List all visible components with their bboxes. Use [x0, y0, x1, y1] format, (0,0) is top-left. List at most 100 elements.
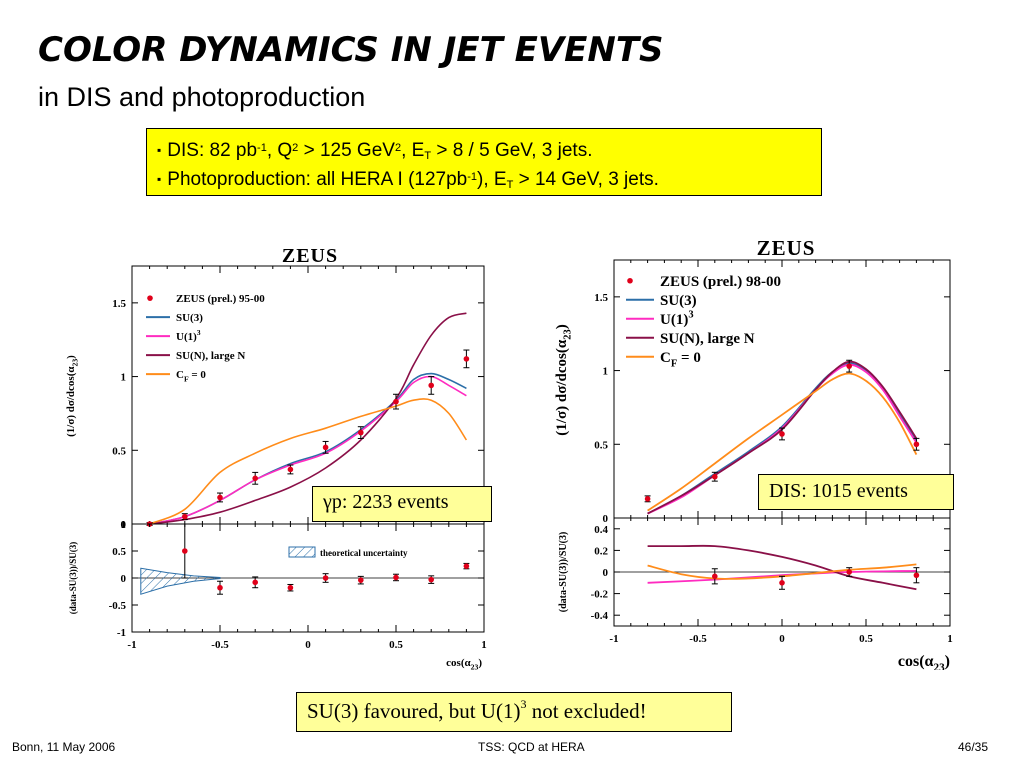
y-tick-label: 0 — [121, 573, 127, 585]
y-tick-label: 0 — [121, 519, 127, 531]
data-point — [322, 575, 329, 581]
uncertainty-band — [140, 567, 221, 595]
dis-selection-line: ▪ DIS: 82 pb-1, Q2 > 125 GeV2, ET > 8 / 5… — [157, 137, 821, 166]
y-tick-label: -1 — [117, 627, 126, 639]
selection-info-box: ▪ DIS: 82 pb-1, Q2 > 125 GeV2, ET > 8 / 5… — [146, 128, 822, 196]
conclusion-text: SU(3) favoured, but U(1) — [307, 699, 521, 723]
dis-top-panel: 0 0.5 1 1.5 — [594, 259, 951, 525]
data-point — [846, 569, 852, 575]
conclusion-text-end: not excluded! — [526, 699, 647, 723]
photoproduction-ratio-panel: -1 -0.5 0 0.5 1 -1 -0.5 0 0.5 1 — [109, 519, 487, 651]
series-line-u-1-3 — [647, 570, 917, 584]
info-text: ), E — [477, 169, 507, 190]
data-point — [287, 466, 294, 473]
data-point — [463, 356, 470, 362]
photoproduction-selection-line: ▪ Photoproduction: all HERA I (127pb-1), … — [157, 166, 821, 195]
data-point — [913, 441, 920, 448]
axis-subscript: 23 — [933, 662, 945, 670]
legend-entry-label: ZEUS (prel.) 95-00 — [176, 293, 265, 305]
y-tick-label: 0.5 — [112, 546, 126, 558]
x-tick-label: 0 — [305, 639, 311, 651]
info-text: DIS: 82 pb — [167, 140, 258, 161]
legend-marker — [147, 295, 153, 301]
x-tick-label: 0.5 — [389, 639, 403, 651]
uncertainty-legend-label: theoretical uncertainty — [320, 548, 408, 558]
data-point — [428, 576, 435, 583]
chart-title: ZEUS — [757, 236, 816, 260]
info-text: > 14 GeV, 3 jets. — [513, 169, 659, 190]
x-tick-label: -0.5 — [211, 639, 229, 651]
dis-events-label: DIS: 1015 events — [758, 474, 954, 510]
data-point — [779, 580, 785, 586]
legend-entry-label: SU(N), large N — [660, 331, 755, 347]
info-sup: -1 — [467, 171, 478, 183]
data-point — [217, 584, 223, 591]
data-point — [182, 548, 188, 554]
y-tick-label: 1 — [603, 366, 609, 378]
y-tick-label: 1.5 — [594, 292, 608, 304]
data-point — [252, 579, 258, 586]
info-sub: T — [424, 150, 432, 162]
y-tick-label: 0.4 — [594, 524, 608, 536]
data-point — [252, 475, 258, 482]
y-tick-label: 1.5 — [112, 298, 126, 310]
data-point — [712, 473, 718, 480]
x-axis-label: cos(α23) — [446, 657, 482, 671]
x-tick-label: -0.5 — [689, 633, 707, 645]
info-sup: 2 — [394, 142, 402, 154]
info-sup: 2 — [292, 142, 299, 154]
axis-subscript: 23 — [471, 662, 479, 671]
data-point — [846, 363, 852, 369]
slide-title: COLOR DYNAMICS IN JET EVENTS — [38, 30, 664, 70]
legend-tail: = 0 — [189, 369, 207, 381]
x-tick-label: -1 — [609, 633, 618, 645]
data-point — [712, 573, 718, 580]
data-point — [393, 574, 399, 581]
data-point — [358, 429, 364, 436]
photoproduction-events-label: γp: 2233 events — [312, 486, 492, 522]
data-point — [217, 494, 223, 501]
data-point — [358, 577, 364, 583]
data-point — [428, 382, 435, 389]
data-point — [644, 496, 651, 502]
conclusion-sup: 3 — [520, 697, 527, 711]
axis-subscript: 23 — [563, 329, 574, 340]
data-point — [393, 398, 399, 405]
legend-entry-label: CF = 0 — [176, 369, 206, 383]
conclusion-box: SU(3) favoured, but U(1)3 not excluded! — [296, 692, 732, 732]
info-sup: -1 — [257, 142, 267, 154]
footer-left: Bonn, 11 May 2006 — [12, 740, 116, 754]
ratio-y-axis-label: (data-SU(3))/SU(3) — [558, 532, 569, 613]
y-tick-label: 1 — [121, 519, 127, 531]
legend-entry-label: ZEUS (prel.) 98-00 — [660, 274, 781, 290]
y-axis-label: (1/σ) dσ/dcos(α23) — [65, 355, 79, 437]
series-line-su-n-large-n — [647, 544, 917, 591]
data-point — [913, 572, 920, 579]
info-text: > 8 / 5 GeV, 3 jets. — [431, 140, 593, 161]
legend-entry-label: U(1)3 — [176, 328, 201, 343]
y-tick-label: 0.5 — [594, 439, 608, 451]
ratio-y-axis-label: (data-SU(3))/SU(3) — [68, 542, 78, 615]
data-point — [287, 584, 294, 591]
footer-center: TSS: QCD at HERA — [478, 740, 585, 754]
legend-superscript: 3 — [688, 309, 693, 320]
y-tick-label: 0 — [603, 567, 609, 579]
y-tick-label: -0.4 — [591, 610, 609, 622]
y-tick-label: 0.5 — [112, 445, 126, 457]
axis-tail: ) — [65, 355, 77, 359]
series-line-cf-0 — [647, 372, 918, 512]
x-axis-label: cos(α23) — [898, 653, 950, 670]
y-tick-label: -0.5 — [109, 600, 127, 612]
y-tick-label: -0.2 — [591, 589, 609, 601]
data-point — [463, 563, 470, 569]
slide-subtitle: in DIS and photoproduction — [38, 82, 366, 112]
axis-subscript: 23 — [70, 359, 79, 367]
data-point — [182, 513, 188, 520]
axis-tail: ) — [554, 324, 570, 329]
footer-right: 46/35 — [958, 740, 989, 754]
chart-title: ZEUS — [282, 245, 338, 267]
y-tick-label: 0.2 — [594, 545, 608, 557]
legend-subscript: F — [184, 374, 189, 383]
dis-chart: ZEUS 0 0.5 1 1.5 ZEUS (prel.) 98-00 SU(3)U(1)3… — [554, 236, 953, 670]
info-text: Photoproduction: all HERA I (127pb — [167, 169, 468, 190]
